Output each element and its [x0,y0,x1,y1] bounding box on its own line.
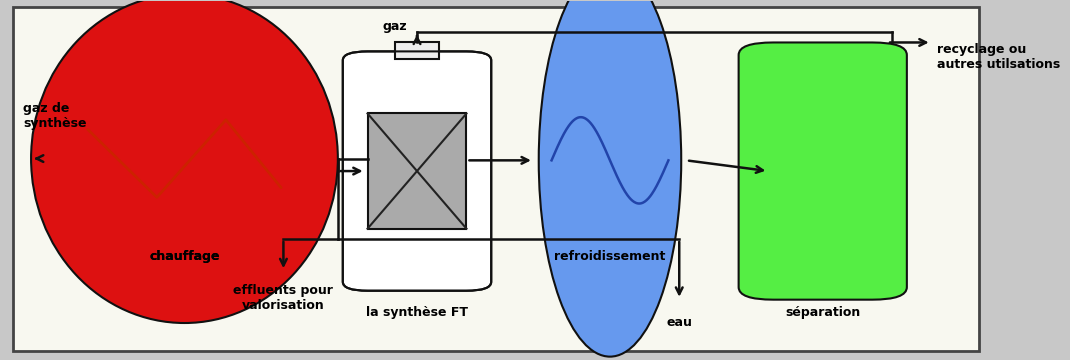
Text: gaz de
synthèse: gaz de synthèse [24,102,87,130]
Text: effluents pour
valorisation: effluents pour valorisation [233,284,334,312]
Text: gaz: gaz [382,20,407,33]
Bar [395,42,440,59]
Text: eau: eau [667,316,692,329]
Ellipse shape [538,0,682,357]
Text: chauffage: chauffage [149,250,219,263]
Ellipse shape [31,0,338,323]
Text: refroidissement: refroidissement [554,250,666,263]
Text: chauffage: chauffage [149,250,219,263]
Bar [367,113,467,229]
FancyBboxPatch shape [738,42,907,300]
Bar [367,113,467,229]
FancyBboxPatch shape [13,7,979,351]
Text: recyclage ou
autres utilsations: recyclage ou autres utilsations [936,43,1059,71]
Text: séparation: séparation [785,306,860,319]
Text: la synthèse FT: la synthèse FT [366,306,468,319]
FancyBboxPatch shape [342,51,491,291]
